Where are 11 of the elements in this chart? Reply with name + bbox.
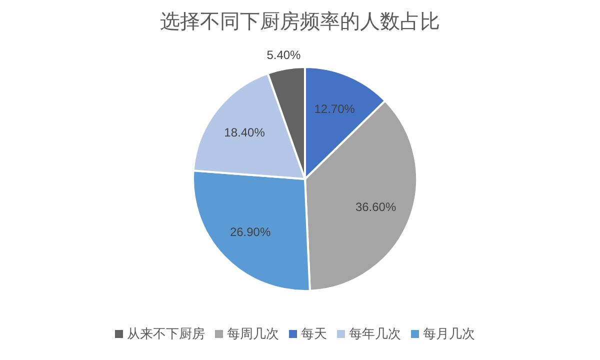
legend-label: 每年几次 [349, 326, 401, 341]
legend-label: 每月几次 [423, 326, 475, 341]
legend-label: 从来不下厨房 [127, 326, 205, 341]
legend-label: 每天 [301, 326, 327, 341]
data-label: 18.40% [224, 126, 266, 140]
data-label: 5.40% [266, 48, 302, 62]
chart-title: 选择不同下厨房频率的人数占比 [159, 10, 441, 35]
legend-label: 每周几次 [227, 326, 279, 341]
data-label: 12.70% [314, 102, 356, 116]
data-label: 26.90% [230, 225, 271, 239]
data-label: 36.60% [355, 200, 396, 214]
